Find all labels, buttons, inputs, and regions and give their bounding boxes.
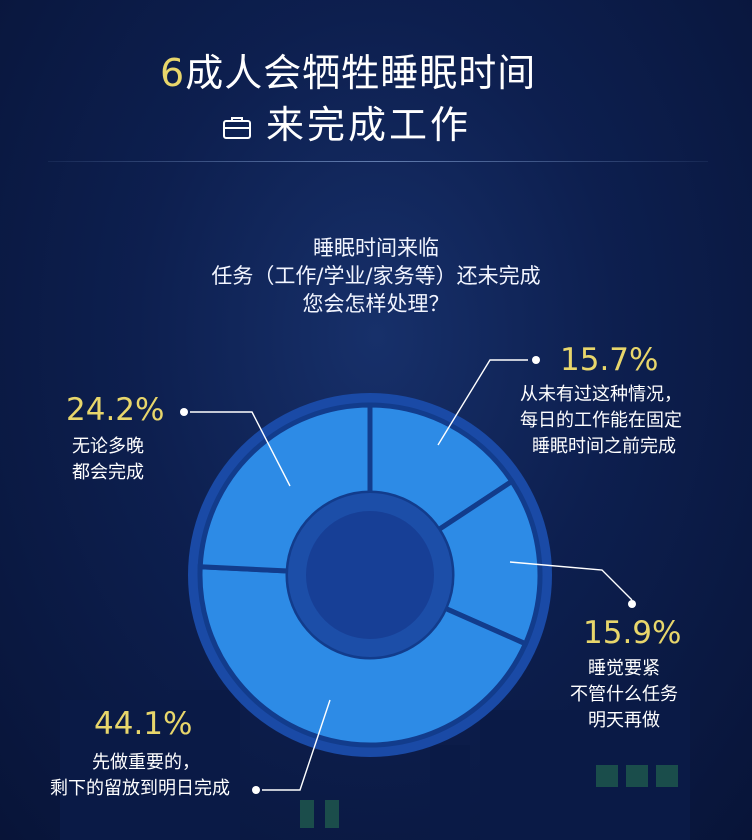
label-line: 明天再做 (588, 710, 660, 731)
city-windows (300, 765, 678, 828)
leader-dot (532, 356, 540, 364)
label-line: 每日的工作能在固定 (520, 410, 682, 431)
label-line: 先做重要的， (92, 752, 200, 773)
title-divider (48, 161, 708, 162)
label-line: 睡觉要紧 (588, 658, 660, 679)
leader-dot (180, 408, 188, 416)
leader-line (509, 561, 633, 601)
briefcase-icon (223, 117, 251, 139)
data-label-percent: 15.7% (560, 342, 659, 378)
page-title: 6成人会牺牲睡眠时间 (160, 42, 536, 97)
data-label-percent: 44.1% (94, 706, 193, 742)
pie-layer (188, 393, 552, 757)
question-line: 您会怎样处理？ (302, 292, 450, 316)
data-label-description: 睡觉要紧 不管什么任务 明天再做 (570, 656, 678, 734)
subtitle-text: 来完成工作 (266, 103, 472, 147)
question-line: 任务（工作/学业/家务等）还未完成 (211, 264, 541, 288)
leader-line (262, 699, 331, 791)
data-label-description: 从未有过这种情况， 每日的工作能在固定 睡眠时间之前完成 (520, 382, 682, 460)
data-label-percent: 24.2% (66, 392, 165, 428)
label-line: 都会完成 (72, 462, 144, 483)
label-line: 睡眠时间之前完成 (532, 436, 676, 457)
leader-line (437, 359, 528, 446)
data-label-percent: 15.9% (583, 615, 682, 651)
survey-question: 睡眠时间来临 任务（工作/学业/家务等）还未完成 您会怎样处理？ (0, 234, 752, 318)
leader-lines (180, 356, 636, 794)
label-line: 剩下的留放到明日完成 (50, 778, 230, 799)
title-text: 成人会牺牲睡眠时间 (185, 51, 537, 95)
data-label-description: 先做重要的， 剩下的留放到明日完成 (50, 750, 230, 802)
title-block: 6成人会牺牲睡眠时间 来完成工作 (0, 0, 752, 160)
leader-dot (252, 786, 260, 794)
label-line: 从未有过这种情况， (520, 384, 682, 405)
title-number: 6 (160, 51, 186, 95)
label-line: 不管什么任务 (570, 684, 678, 705)
page-subtitle: 来完成工作 (222, 94, 471, 149)
leader-line (190, 411, 291, 487)
question-line: 睡眠时间来临 (313, 236, 439, 260)
donut-center (306, 511, 434, 639)
leader-dot (628, 600, 636, 608)
data-label-description: 无论多晚 都会完成 (72, 434, 144, 486)
label-line: 无论多晚 (72, 436, 144, 457)
